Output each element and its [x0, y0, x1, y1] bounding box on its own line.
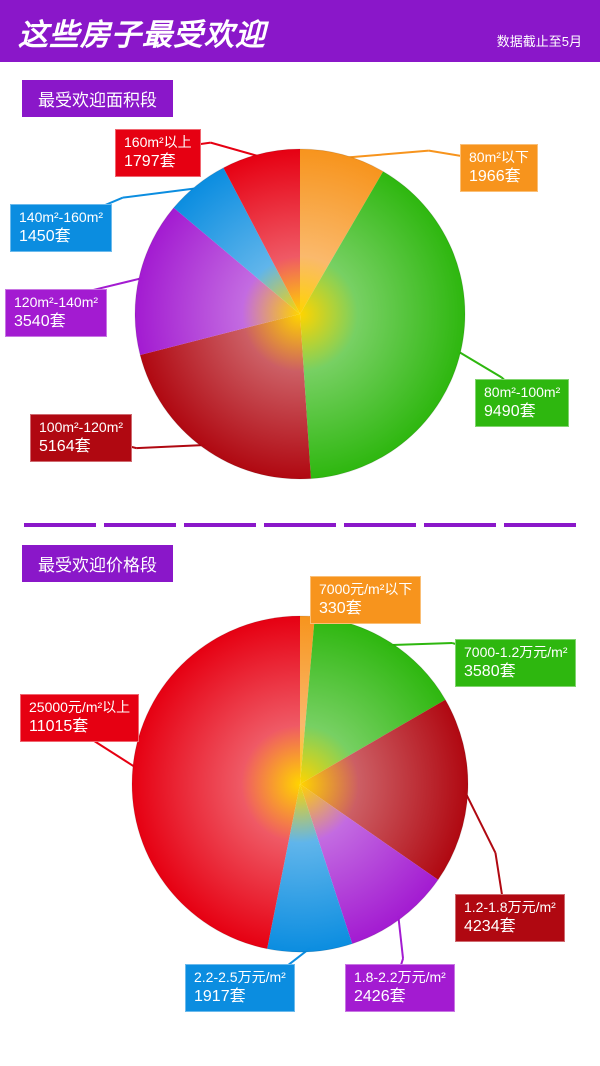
pie-chart-price: 7000元/m²以下330套7000-1.2万元/m²3580套1.2-1.8万… — [0, 594, 600, 1004]
slice-label: 160m²以上1797套 — [115, 129, 201, 177]
pie-slice — [132, 616, 300, 949]
pie-chart-area: 80m²以下1966套 80m²-100m²9490套 100m²-120m²516… — [0, 129, 600, 509]
slice-label: 25000元/m²以上11015套 — [20, 694, 139, 742]
header-subtitle: 数据截止至5月 — [497, 31, 582, 54]
section-divider — [20, 523, 580, 527]
slice-label: 120m²-140m²3540套 — [5, 289, 107, 337]
slice-label: 1.8-2.2万元/m²2426套 — [345, 964, 455, 1012]
slice-label: 2.2-2.5万元/m²1917套 — [185, 964, 295, 1012]
slice-label: 7000-1.2万元/m²3580套 — [455, 639, 576, 687]
slice-label: 7000元/m²以下330套 — [310, 576, 421, 624]
slice-label: 1.2-1.8万元/m²4234套 — [455, 894, 565, 942]
slice-label: 140m²-160m²1450套 — [10, 204, 112, 252]
section-tab-area: 最受欢迎面积段 — [22, 80, 173, 117]
slice-label: 80m²以下1966套 — [460, 144, 538, 192]
slice-label: 80m²-100m²9490套 — [475, 379, 569, 427]
page-title: 这些房子最受欢迎 — [18, 10, 266, 54]
slice-label: 100m²-120m²5164套 — [30, 414, 132, 462]
section-tab-price: 最受欢迎价格段 — [22, 545, 173, 582]
header-banner: 这些房子最受欢迎 数据截止至5月 — [0, 0, 600, 62]
